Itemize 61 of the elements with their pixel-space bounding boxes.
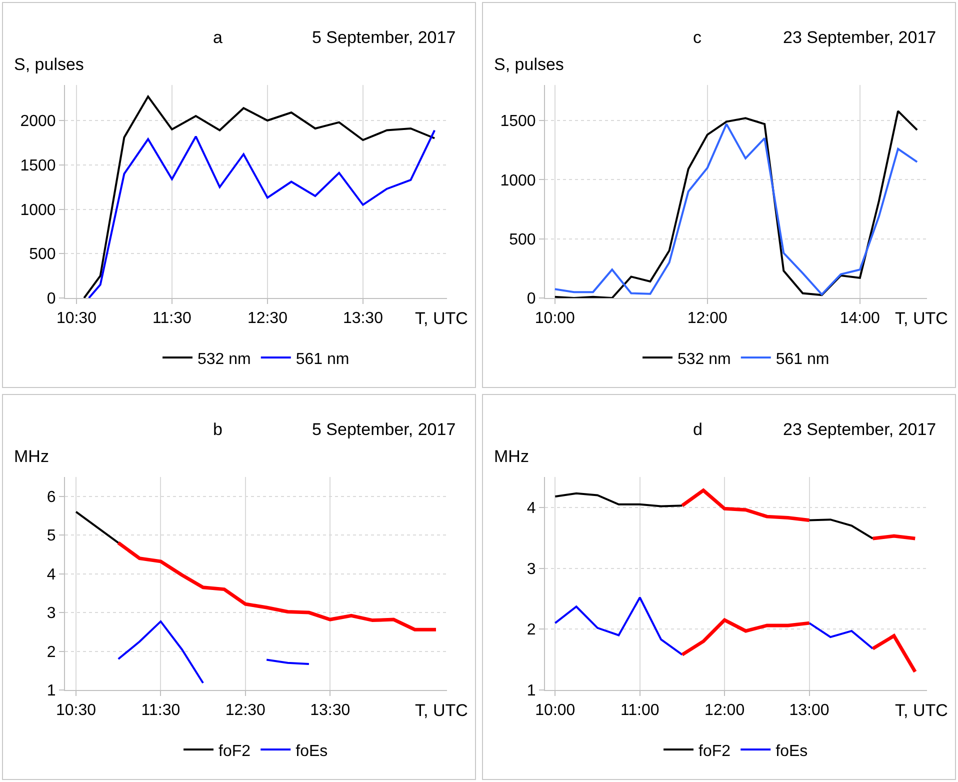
y-tick-label: 0 (526, 290, 536, 308)
y-tick-label: 4 (46, 566, 56, 584)
legend-label: foF2 (218, 742, 251, 760)
x-tick-label: 12:30 (247, 310, 288, 328)
y-tick-label: 1 (526, 682, 536, 700)
y-tick-label: 4 (526, 500, 536, 518)
y-tick-label: 2 (526, 622, 536, 639)
x-axis-title: T, UTC (415, 309, 468, 328)
y-axis-title: S, pulses (14, 55, 84, 74)
x-tick-label: 12:00 (687, 310, 728, 328)
y-tick-label: 3 (526, 560, 536, 578)
legend-label: 532 nm (678, 350, 731, 368)
x-tick-label: 10:00 (534, 310, 576, 328)
legend-label: 561 nm (776, 350, 830, 368)
x-tick-label: 12:00 (704, 702, 745, 720)
y-tick-label: 1500 (500, 113, 536, 130)
chart-subtitle: 23 September, 2017 (783, 28, 936, 47)
x-tick-label: 10:30 (56, 702, 96, 720)
x-axis-title: T, UTC (895, 309, 948, 328)
x-tick-label: 13:30 (310, 702, 350, 720)
chart-title: d (693, 420, 702, 439)
chart-subtitle: 23 September, 2017 (783, 420, 936, 439)
x-tick-label: 13:00 (789, 702, 830, 720)
x-tick-label: 13:30 (342, 310, 384, 328)
x-tick-label: 11:30 (141, 702, 180, 720)
y-tick-label: 1000 (20, 202, 56, 219)
y-tick-label: 0 (46, 290, 56, 308)
y-tick-label: 2000 (20, 113, 56, 130)
chart-subtitle: 5 September, 2017 (312, 28, 456, 47)
y-tick-label: 500 (509, 231, 536, 248)
y-tick-label: 500 (29, 246, 56, 264)
legend-label: foF2 (698, 742, 731, 760)
x-axis-title: T, UTC (415, 701, 468, 720)
y-tick-label: 2 (46, 644, 56, 661)
x-axis-title: T, UTC (895, 701, 948, 720)
y-axis-title: S, pulses (494, 55, 564, 74)
y-tick-label: 3 (46, 605, 56, 622)
legend-label: foEs (296, 742, 328, 760)
x-tick-label: 10:00 (535, 702, 576, 720)
x-tick-label: 11:30 (152, 310, 192, 328)
chart-title: b (213, 420, 222, 439)
y-tick-label: 1 (46, 682, 56, 700)
legend-label: foEs (776, 742, 808, 760)
chart-title: a (213, 28, 223, 47)
chart-title: c (693, 28, 702, 47)
x-tick-label: 10:30 (56, 310, 97, 328)
x-tick-label: 14:00 (840, 310, 880, 328)
y-axis-title: MHz (14, 447, 49, 466)
chart-subtitle: 5 September, 2017 (312, 420, 456, 439)
legend-label: 532 nm (198, 350, 251, 368)
y-axis-title: MHz (494, 447, 529, 466)
legend-label: 561 nm (296, 350, 350, 368)
y-tick-label: 5 (46, 528, 56, 545)
y-tick-label: 1500 (20, 157, 56, 174)
y-tick-label: 6 (46, 488, 56, 506)
x-tick-label: 12:30 (225, 702, 266, 720)
line-series (88, 129, 436, 298)
line-series (116, 541, 438, 632)
line-series (83, 96, 436, 298)
y-tick-label: 1000 (500, 172, 536, 190)
x-tick-label: 11:00 (620, 702, 660, 720)
